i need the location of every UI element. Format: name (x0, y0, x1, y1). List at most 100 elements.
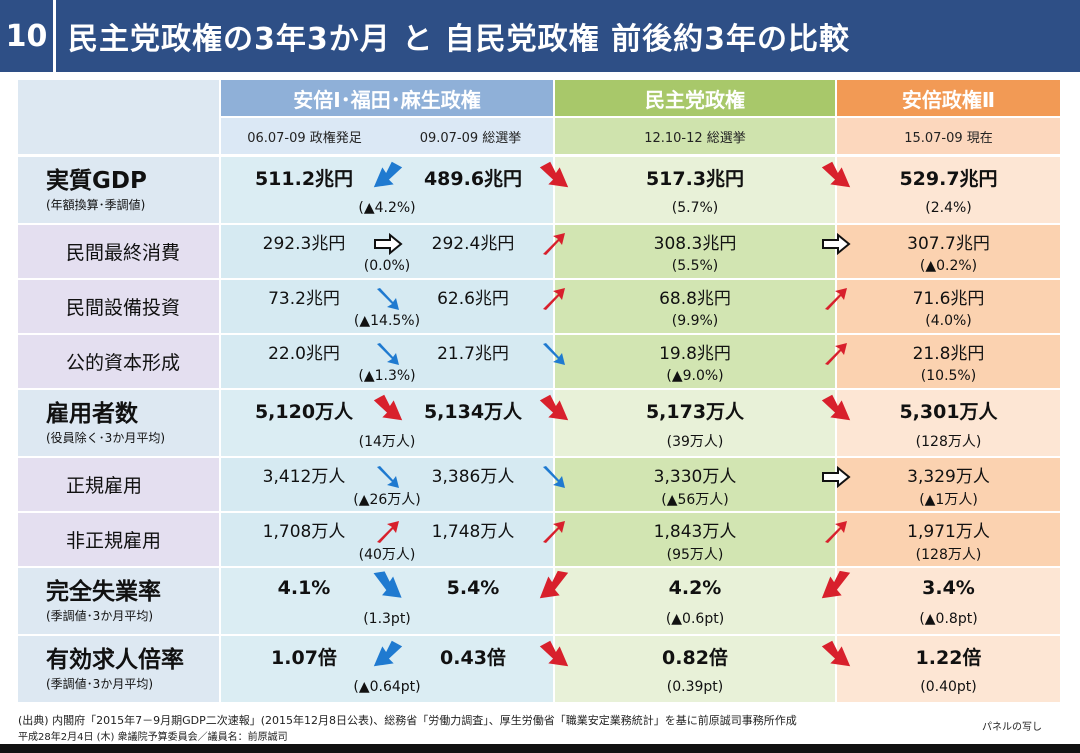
col2-bg (555, 458, 835, 511)
col3-change: (▲1万人) (919, 492, 978, 508)
trend-arrow-icon (537, 462, 571, 492)
col1-value-a: 4.1% (277, 577, 331, 599)
trend-arrow-icon (819, 229, 853, 259)
col2-value: 4.2% (668, 577, 722, 599)
header-col2-sub: 12.10-12 総選挙 (555, 118, 835, 154)
col2-bg (555, 568, 835, 634)
col2-change: (▲56万人) (661, 492, 729, 508)
col1-change: (▲4.2%) (358, 200, 416, 216)
col3-change: (128万人) (915, 547, 982, 563)
col3-value: 1,971万人 (907, 522, 990, 542)
col3-bg (837, 568, 1060, 634)
col2-change: (39万人) (666, 434, 724, 450)
col1-change: (▲26万人) (353, 492, 421, 508)
trend-arrow-icon (537, 570, 571, 600)
row-label-box (18, 157, 219, 223)
col1-change: (▲14.5%) (353, 313, 421, 329)
row-label: 民間最終消費 (18, 225, 219, 278)
page-title: 民主党政権の3年3か月 と 自民党政権 前後約3年の比較 (68, 22, 850, 57)
col3-bg (837, 157, 1060, 223)
col1-value-b: 5,134万人 (423, 400, 523, 423)
row-label: 実質GDP (46, 167, 147, 194)
col1-value-b: 21.7兆円 (437, 344, 509, 364)
col3-change: (2.4%) (925, 200, 972, 216)
col1-bg (221, 335, 553, 388)
col3-bg (837, 225, 1060, 278)
trend-arrow-icon (819, 462, 853, 492)
col2-value: 517.3兆円 (645, 167, 745, 190)
trend-arrow-icon (371, 462, 405, 492)
col3-value: 71.6兆円 (912, 289, 985, 309)
row-label: 完全失業率 (46, 578, 161, 605)
col2-value: 1,843万人 (653, 522, 737, 542)
col2-change: (5.5%) (671, 258, 719, 274)
title-bar: 10 民主党政権の3年3か月 と 自民党政権 前後約3年の比較 (0, 0, 1080, 72)
col2-bg (555, 513, 835, 566)
col1-value-b: 3,386万人 (431, 467, 515, 487)
row-note: (年額換算･季調値) (46, 198, 146, 212)
col1-change: (1.3pt) (363, 611, 411, 627)
col1-bg (221, 157, 553, 223)
row-label-box (18, 390, 219, 456)
col2-value: 68.8兆円 (659, 289, 731, 309)
col3-change: (0.40pt) (920, 679, 977, 695)
trend-arrow-icon (537, 339, 571, 369)
col2-value: 3,330万人 (653, 467, 737, 487)
bottom-strip (0, 744, 1080, 753)
col3-change: (10.5%) (920, 368, 977, 384)
col3-bg (837, 335, 1060, 388)
trend-arrow-icon (819, 339, 853, 369)
header-col1-sub-b: 09.07-09 総選挙 (388, 118, 553, 154)
trend-arrow-icon (819, 517, 853, 547)
col1-value-b: 62.6兆円 (437, 289, 509, 309)
col2-bg (555, 225, 835, 278)
row-label: 正規雇用 (18, 458, 219, 511)
col3-value: 5,301万人 (899, 400, 998, 423)
col1-change: (14万人) (358, 434, 416, 450)
row-note: (役員除く･3か月平均) (46, 431, 165, 445)
col3-value: 307.7兆円 (907, 234, 990, 254)
col2-bg (555, 157, 835, 223)
col3-change: (128万人) (915, 434, 982, 450)
col1-value-a: 3,412万人 (262, 467, 346, 487)
col2-change: (▲0.6pt) (665, 611, 725, 627)
col2-bg (555, 335, 835, 388)
col2-change: (0.39pt) (666, 679, 724, 695)
col1-value-a: 73.2兆円 (268, 289, 340, 309)
col3-bg (837, 636, 1060, 702)
trend-arrow-icon (371, 570, 405, 600)
trend-arrow-icon (537, 638, 571, 668)
col1-value-b: 489.6兆円 (423, 167, 523, 190)
panel-credit: パネルの写し (982, 722, 1042, 733)
col3-bg (837, 390, 1060, 456)
trend-arrow-icon (819, 638, 853, 668)
col2-value: 5,173万人 (645, 400, 745, 423)
col3-change: (▲0.8pt) (919, 611, 978, 627)
row-label: 民間設備投資 (18, 280, 219, 333)
col3-bg (837, 513, 1060, 566)
source-note: (出典) 内閣府「2015年7－9月期GDP二次速報」(2015年12月8日公表… (18, 714, 797, 727)
trend-arrow-icon (371, 392, 405, 422)
trend-arrow-icon (819, 284, 853, 314)
row-label-box (18, 568, 219, 634)
col3-change: (4.0%) (925, 313, 972, 329)
col3-value: 3,329万人 (907, 467, 990, 487)
row-label: 有効求人倍率 (46, 646, 184, 673)
header-col1: 安倍Ⅰ･福田･麻生政権 (221, 80, 553, 116)
slide-number: 10 (0, 0, 56, 72)
col3-value: 21.8兆円 (912, 344, 985, 364)
col3-value: 529.7兆円 (899, 167, 998, 190)
trend-arrow-icon (537, 517, 571, 547)
col2-bg (555, 636, 835, 702)
row-label: 公的資本形成 (18, 335, 219, 388)
trend-arrow-icon (537, 159, 571, 189)
col2-value: 0.82倍 (662, 646, 728, 669)
header-col1-sub-a: 06.07-09 政権発足 (221, 118, 388, 154)
row-note: (季調値･3か月平均) (46, 609, 153, 623)
row-label-box (18, 636, 219, 702)
trend-arrow-icon (371, 517, 405, 547)
col2-value: 308.3兆円 (653, 234, 737, 254)
col1-bg (221, 458, 553, 511)
col1-value-a: 292.3兆円 (262, 234, 346, 254)
trend-arrow-icon (371, 159, 405, 189)
